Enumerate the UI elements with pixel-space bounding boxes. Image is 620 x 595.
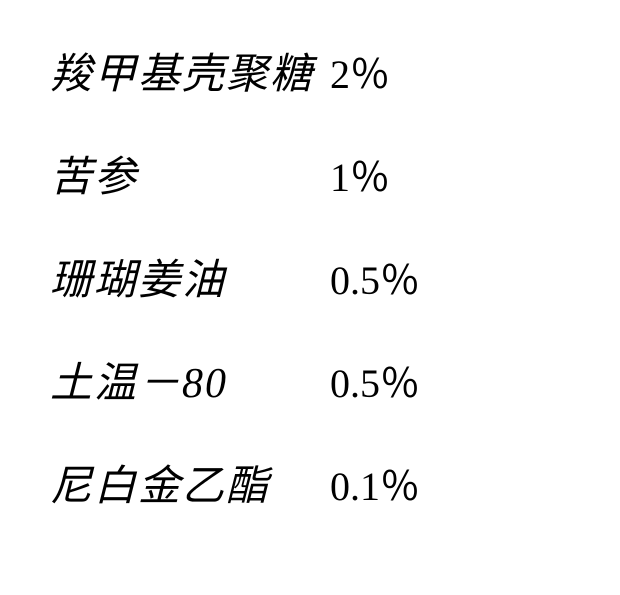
ingredient-label: 羧甲基壳聚糖 <box>50 40 330 101</box>
ingredient-label: 土温－80 <box>50 349 330 410</box>
ingredient-value: 2％ <box>330 42 390 100</box>
ingredient-label: 珊瑚姜油 <box>50 246 330 307</box>
ingredient-label: 尼白金乙酯 <box>50 452 330 513</box>
ingredients-table: 羧甲基壳聚糖 2％ 苦参 1％ 珊瑚姜油 0.5％ 土温－80 0.5％ 尼白金… <box>0 0 620 595</box>
ingredient-value: 0.5％ <box>330 351 420 409</box>
table-row: 土温－80 0.5％ <box>50 349 570 410</box>
table-row: 羧甲基壳聚糖 2％ <box>50 40 570 101</box>
ingredient-value: 0.5％ <box>330 248 420 306</box>
ingredient-value: 1％ <box>330 145 390 203</box>
table-row: 珊瑚姜油 0.5％ <box>50 246 570 307</box>
table-row: 苦参 1％ <box>50 143 570 204</box>
table-row: 尼白金乙酯 0.1％ <box>50 452 570 513</box>
ingredient-label: 苦参 <box>50 143 330 204</box>
ingredient-value: 0.1％ <box>330 454 420 512</box>
